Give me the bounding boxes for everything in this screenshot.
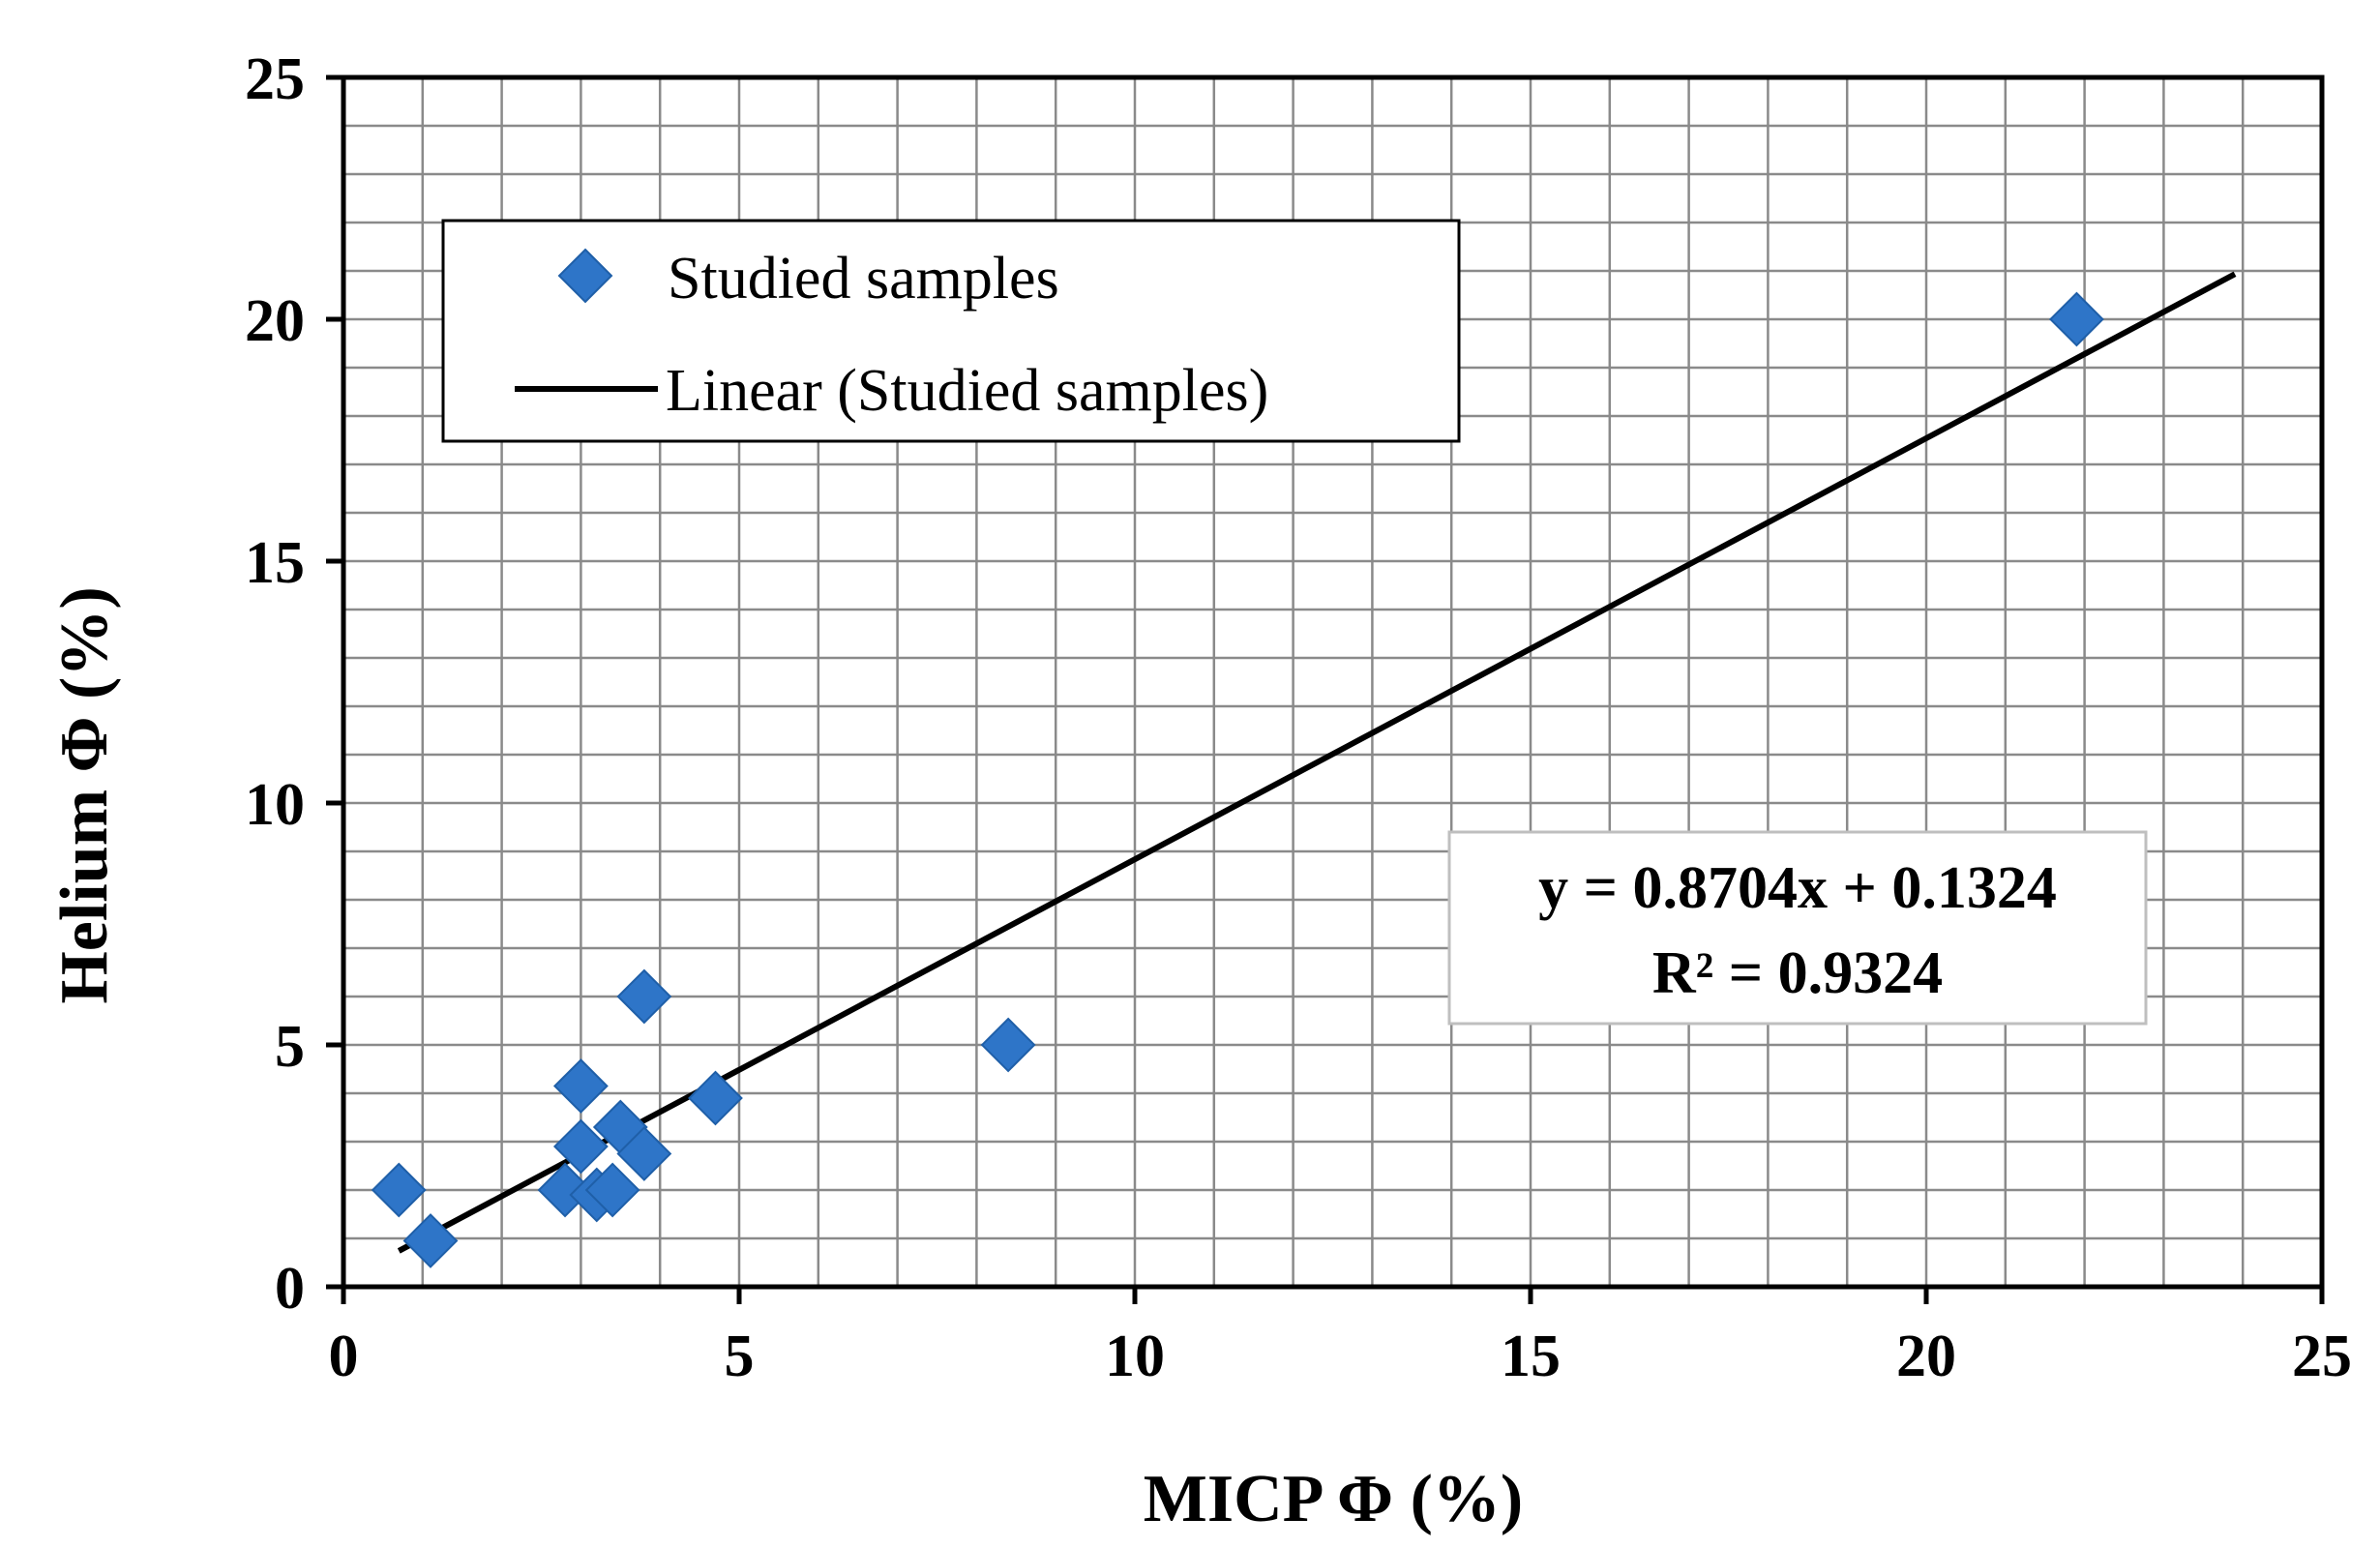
data-point — [688, 1070, 743, 1126]
y-tick-label: 25 — [245, 46, 305, 112]
y-tick-label: 10 — [245, 772, 305, 838]
y-tick-label: 15 — [245, 530, 305, 596]
data-point — [371, 1162, 427, 1218]
data-points — [371, 291, 2104, 1268]
legend: Studied samples Linear (Studied samples) — [441, 219, 1461, 443]
y-tick-label: 0 — [275, 1256, 305, 1322]
x-tick-label: 20 — [1896, 1324, 1956, 1389]
x-tick-label: 5 — [725, 1324, 755, 1389]
legend-box — [441, 219, 1461, 443]
y-tick-label: 20 — [245, 288, 305, 354]
x-tick-label: 0 — [329, 1324, 359, 1389]
data-point — [552, 1058, 609, 1114]
x-tick-label: 25 — [2292, 1324, 2352, 1389]
annotation-box — [1447, 830, 2148, 1026]
axis-ticks: 0 5 10 15 20 25 0 5 10 15 20 25 — [245, 46, 2352, 1389]
data-point — [980, 1017, 1036, 1073]
legend-marker-diamond — [557, 248, 613, 304]
regression-annotation: y = 0.8704x + 0.1324 R² = 0.9324 — [1447, 830, 2148, 1026]
x-tick-label: 15 — [1501, 1324, 1561, 1389]
data-point — [616, 1126, 672, 1181]
legend-label-trendline: Linear (Studied samples) — [666, 358, 1268, 424]
regression-equation: y = 0.8704x + 0.1324 — [1538, 855, 2057, 921]
data-point — [616, 968, 672, 1025]
y-tick-label: 5 — [275, 1014, 305, 1080]
r-squared-value: R² = 0.9324 — [1652, 940, 1943, 1006]
y-axis-title: Helium Φ (%) — [47, 586, 122, 1003]
plot-area-border — [341, 74, 2325, 1290]
x-tick-label: 10 — [1105, 1324, 1165, 1389]
data-point — [584, 1162, 640, 1218]
data-point — [552, 1118, 609, 1175]
legend-label-samples: Studied samples — [668, 246, 1059, 312]
data-point — [402, 1213, 459, 1268]
x-axis-title: MICP Φ (%) — [1144, 1462, 1523, 1536]
data-point — [2049, 291, 2104, 347]
